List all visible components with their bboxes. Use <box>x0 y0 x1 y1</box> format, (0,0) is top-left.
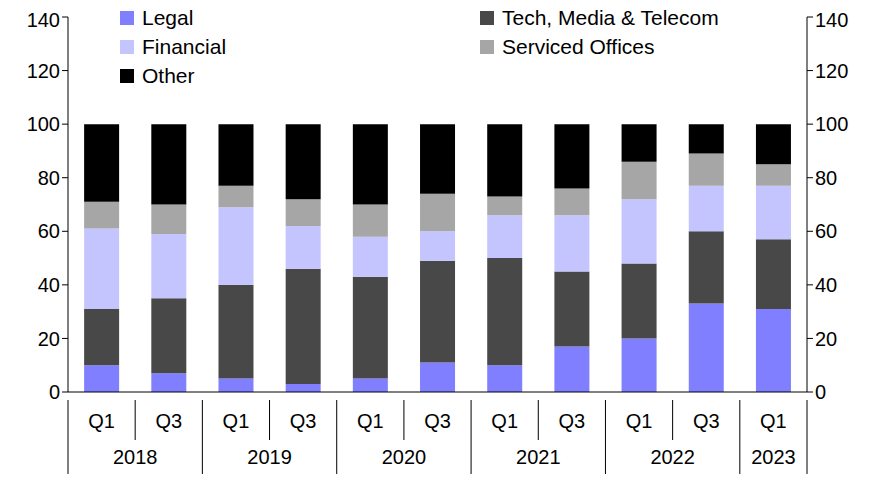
svg-text:Q3: Q3 <box>424 410 451 432</box>
svg-text:80: 80 <box>38 167 60 189</box>
svg-text:Q3: Q3 <box>559 410 586 432</box>
svg-text:0: 0 <box>815 381 826 403</box>
svg-text:Q1: Q1 <box>88 410 115 432</box>
svg-text:120: 120 <box>27 60 60 82</box>
svg-text:140: 140 <box>27 9 60 31</box>
html-text:Financial: Financial <box>142 35 226 58</box>
svg-text:0: 0 <box>49 381 60 403</box>
svg-text:100: 100 <box>815 113 848 135</box>
svg-text:2020: 2020 <box>382 446 427 468</box>
svg-text:Q1: Q1 <box>626 410 653 432</box>
html-text:Serviced Offices: Serviced Offices <box>502 35 655 58</box>
svg-text:40: 40 <box>815 274 837 296</box>
html-text:Other: Other <box>142 64 195 87</box>
svg-text:140: 140 <box>815 9 848 31</box>
svg-text:Q1: Q1 <box>223 410 250 432</box>
svg-text:2022: 2022 <box>650 446 695 468</box>
svg-text:120: 120 <box>815 60 848 82</box>
svg-text:2023: 2023 <box>751 446 796 468</box>
svg-text:100: 100 <box>27 113 60 135</box>
svg-text:20: 20 <box>815 328 837 350</box>
svg-text:Q3: Q3 <box>290 410 317 432</box>
html-text:Tech, Media & Telecom: Tech, Media & Telecom <box>502 6 719 29</box>
svg-text:Q1: Q1 <box>357 410 384 432</box>
svg-text:2019: 2019 <box>247 446 292 468</box>
svg-text:Q3: Q3 <box>155 410 182 432</box>
svg-text:20: 20 <box>38 328 60 350</box>
svg-text:40: 40 <box>38 274 60 296</box>
svg-text:2018: 2018 <box>113 446 158 468</box>
svg-text:Q1: Q1 <box>491 410 518 432</box>
svg-text:60: 60 <box>815 220 837 242</box>
svg-text:Q1: Q1 <box>760 410 787 432</box>
html-text:Legal: Legal <box>142 6 194 29</box>
svg-text:80: 80 <box>815 167 837 189</box>
svg-text:Q3: Q3 <box>693 410 720 432</box>
svg-text:2021: 2021 <box>516 446 561 468</box>
svg-text:60: 60 <box>38 220 60 242</box>
